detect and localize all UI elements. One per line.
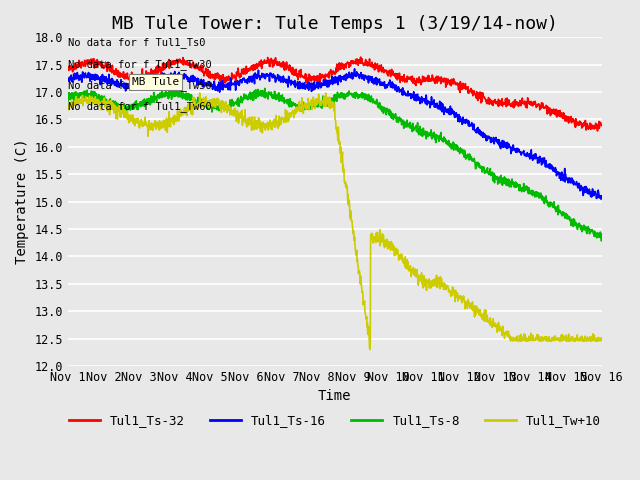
Y-axis label: Temperature (C): Temperature (C) <box>15 139 29 264</box>
Text: No data for f Tul1_Ts0: No data for f Tul1_Ts0 <box>68 37 205 48</box>
Text: No data for f Tul1_Tw60: No data for f Tul1_Tw60 <box>68 101 212 112</box>
Text: No data for f Tul1_Tw50: No data for f Tul1_Tw50 <box>68 80 212 91</box>
Text: No data for f Tul1_Tw30: No data for f Tul1_Tw30 <box>68 59 212 70</box>
Text: MB Tule: MB Tule <box>132 77 179 87</box>
Title: MB Tule Tower: Tule Temps 1 (3/19/14-now): MB Tule Tower: Tule Temps 1 (3/19/14-now… <box>112 15 558 33</box>
Legend: Tul1_Ts-32, Tul1_Ts-16, Tul1_Ts-8, Tul1_Tw+10: Tul1_Ts-32, Tul1_Ts-16, Tul1_Ts-8, Tul1_… <box>63 409 606 432</box>
X-axis label: Time: Time <box>318 389 351 403</box>
